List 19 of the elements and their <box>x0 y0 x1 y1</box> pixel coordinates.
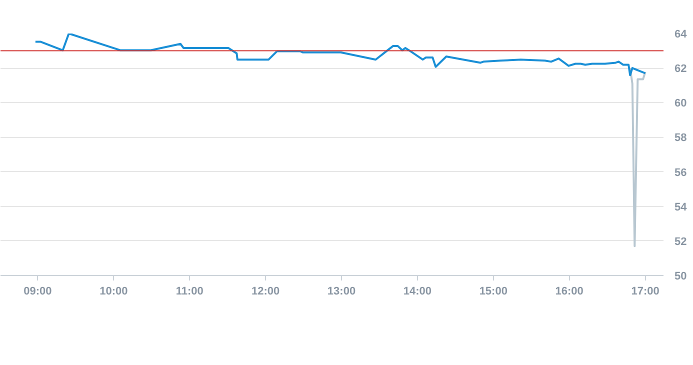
y-tick-label: 54 <box>674 201 688 214</box>
x-tick-label: 16:00 <box>555 286 584 298</box>
y-tick-label: 60 <box>674 98 687 110</box>
y-tick-label: 64 <box>674 28 688 40</box>
x-tick-label: 12:00 <box>251 286 280 298</box>
line-series <box>34 34 646 76</box>
x-tick-label: 11:00 <box>176 286 204 298</box>
x-tick-label: 17:00 <box>631 286 660 298</box>
y-tick-label: 56 <box>674 166 687 179</box>
x-tick-label: 15:00 <box>479 286 508 298</box>
x-tick-label: 09:00 <box>24 286 52 298</box>
line-series <box>629 67 646 248</box>
y-tick-label: 52 <box>674 236 687 248</box>
x-tick-label: 13:00 <box>327 286 356 298</box>
y-tick-label: 50 <box>674 270 687 282</box>
y-tick-label: 62 <box>674 63 687 76</box>
x-tick-label: 14:00 <box>403 286 432 298</box>
x-tick-label: 10:00 <box>100 286 128 298</box>
y-tick-label: 58 <box>674 132 687 144</box>
